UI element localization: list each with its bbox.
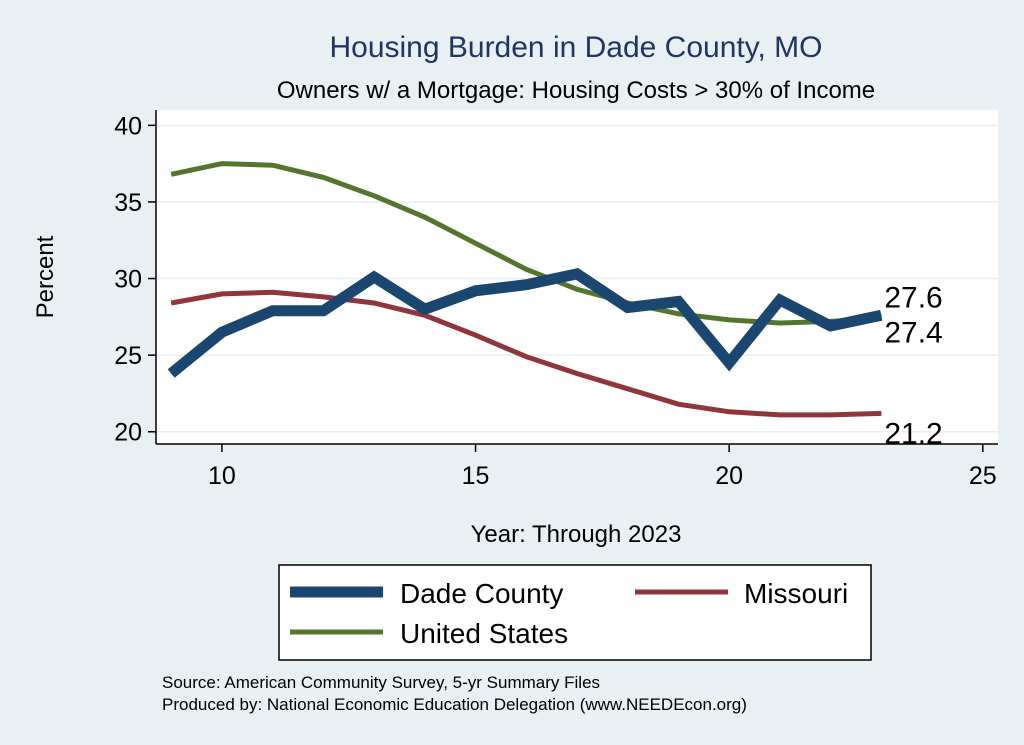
data-point-missouri-11 — [272, 291, 274, 293]
data-point-missouri-17 — [576, 373, 578, 375]
y-tick-label-30: 30 — [114, 266, 142, 294]
data-point-dade-county-12 — [322, 310, 324, 312]
data-point-dade-county-14 — [424, 308, 426, 310]
data-point-missouri-23 — [880, 412, 882, 414]
legend: Dade County Missouri United States — [278, 564, 872, 661]
data-point-united-states-19 — [677, 313, 679, 315]
data-point-missouri-13 — [373, 302, 375, 304]
legend-label-united-states: United States — [400, 618, 568, 649]
x-tick-label-25: 25 — [969, 462, 997, 490]
chart-subtitle: Owners w/ a Mortgage: Housing Costs > 30… — [277, 77, 875, 104]
producer-note: Produced by: National Economic Education… — [162, 695, 747, 714]
data-point-united-states-11 — [272, 164, 274, 166]
legend-box — [278, 564, 872, 661]
data-point-dade-county-22 — [830, 325, 832, 327]
data-point-missouri-16 — [525, 356, 527, 358]
data-point-dade-county-19 — [677, 301, 679, 303]
data-point-dade-county-9 — [170, 373, 172, 375]
data-point-missouri-18 — [627, 388, 629, 390]
data-point-missouri-9 — [170, 302, 172, 304]
data-point-missouri-21 — [779, 414, 781, 416]
y-tick-label-40: 40 — [114, 112, 142, 140]
end-labels: 27.6 21.2 27.4 — [884, 281, 942, 450]
data-point-united-states-14 — [424, 216, 426, 218]
data-point-united-states-15 — [475, 242, 477, 244]
data-point-dade-county-16 — [525, 284, 527, 286]
data-point-missouri-15 — [475, 334, 477, 336]
legend-label-missouri: Missouri — [744, 578, 848, 609]
data-point-missouri-12 — [322, 296, 324, 298]
series-layer — [167, 161, 883, 418]
y-tick-label-20: 20 — [114, 419, 142, 447]
data-point-dade-county-18 — [627, 307, 629, 309]
data-point-united-states-21 — [779, 322, 781, 324]
data-point-dade-county-15 — [475, 290, 477, 292]
end-label-united-states: 27.4 — [884, 316, 942, 349]
data-point-united-states-13 — [373, 195, 375, 197]
data-point-missouri-22 — [830, 414, 832, 416]
end-label-dade-county: 27.6 — [884, 281, 942, 314]
data-point-united-states-10 — [221, 163, 223, 165]
data-point-missouri-20 — [728, 411, 730, 413]
y-tick-label-35: 35 — [114, 189, 142, 217]
data-point-dade-county-10 — [221, 331, 223, 333]
data-point-missouri-19 — [677, 403, 679, 405]
x-tick-label-15: 15 — [462, 462, 490, 490]
y-tick-label-25: 25 — [114, 342, 142, 370]
data-point-dade-county-11 — [272, 310, 274, 312]
x-axis-title: Year: Through 2023 — [471, 521, 682, 548]
end-label-missouri: 21.2 — [884, 417, 942, 450]
legend-label-dade-county: Dade County — [400, 578, 563, 609]
source-note: Source: American Community Survey, 5-yr … — [162, 673, 600, 692]
data-point-dade-county-17 — [576, 273, 578, 275]
data-point-united-states-20 — [728, 319, 730, 321]
y-axis-title: Percent — [32, 235, 59, 318]
chart-title: Housing Burden in Dade County, MO — [329, 31, 822, 64]
data-point-dade-county-21 — [779, 299, 781, 301]
axes-layer: 20 25 30 35 40 10 15 20 25 — [114, 110, 998, 490]
x-tick-label-10: 10 — [208, 462, 236, 490]
data-point-missouri-10 — [221, 293, 223, 295]
data-point-united-states-16 — [525, 268, 527, 270]
data-point-dade-county-23 — [880, 314, 882, 316]
data-point-united-states-12 — [322, 176, 324, 178]
data-point-united-states-17 — [576, 288, 578, 290]
data-point-united-states-9 — [170, 173, 172, 175]
x-tick-label-20: 20 — [715, 462, 743, 490]
data-point-dade-county-13 — [373, 276, 375, 278]
data-point-dade-county-20 — [728, 362, 730, 364]
